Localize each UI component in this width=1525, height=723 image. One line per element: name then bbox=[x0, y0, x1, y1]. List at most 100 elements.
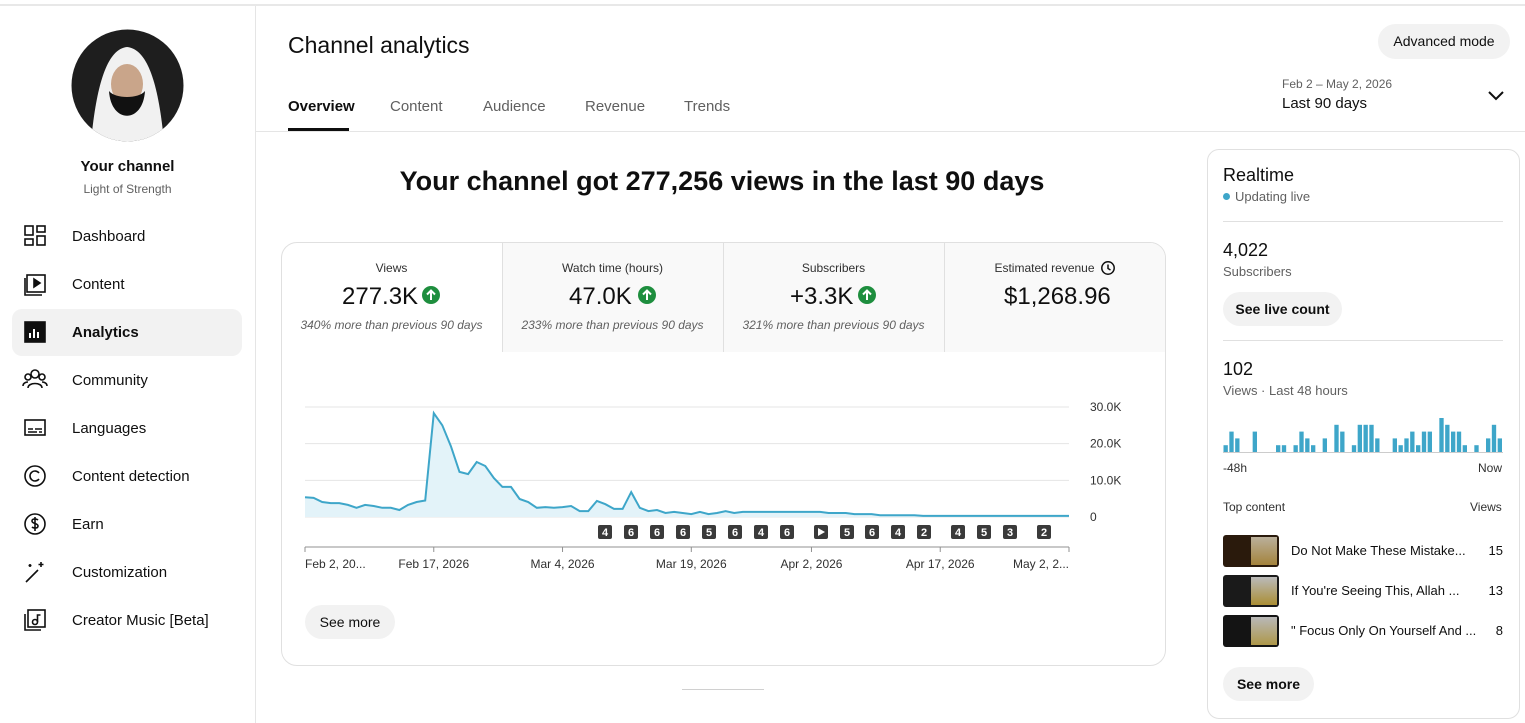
top-border bbox=[0, 4, 1525, 6]
top-title[interactable]: " Focus Only On Yourself And ... bbox=[1291, 623, 1477, 638]
top-views-label: Views bbox=[1470, 500, 1502, 514]
video-marker bbox=[624, 525, 638, 539]
metric-label: Views bbox=[375, 261, 408, 275]
start-label: -48h bbox=[1223, 461, 1248, 475]
see-more-button[interactable]: See more bbox=[305, 605, 395, 639]
video-marker bbox=[598, 525, 612, 539]
video-marker-label: 5 bbox=[844, 527, 850, 539]
realtime-title: Realtime bbox=[1223, 165, 1295, 185]
up-arrow-icon bbox=[422, 286, 440, 304]
nav-item[interactable]: Customization bbox=[72, 564, 168, 581]
x-tick-label: Feb 2, 20... bbox=[305, 557, 366, 571]
metric-value: 277.3K bbox=[342, 283, 419, 310]
video-marker-label: 6 bbox=[732, 527, 738, 539]
bar bbox=[1276, 445, 1281, 452]
thumbnail[interactable] bbox=[1223, 615, 1279, 647]
bar bbox=[1252, 431, 1257, 452]
subscriber-label: Subscribers bbox=[1223, 264, 1292, 279]
bar bbox=[1229, 431, 1234, 452]
divider bbox=[1223, 221, 1503, 222]
tab[interactable]: Audience bbox=[483, 98, 546, 115]
bar bbox=[1363, 424, 1368, 452]
subscriber-count: 4,022 bbox=[1223, 240, 1269, 260]
video-marker bbox=[951, 525, 965, 539]
x-tick-label: Feb 17, 2026 bbox=[398, 557, 469, 571]
page-indicator bbox=[682, 689, 764, 690]
tab[interactable]: Trends bbox=[684, 98, 731, 115]
header-border bbox=[256, 131, 1525, 132]
x-tick-label: Apr 17, 2026 bbox=[906, 557, 975, 571]
divider bbox=[502, 243, 503, 352]
dropdown-chevron[interactable] bbox=[1486, 88, 1506, 104]
top-title[interactable]: Do Not Make These Mistake... bbox=[1291, 543, 1466, 558]
nav-item[interactable]: Dashboard bbox=[72, 228, 146, 245]
realtime-see-more[interactable]: See more bbox=[1223, 667, 1314, 701]
bar bbox=[1305, 438, 1310, 452]
bar bbox=[1462, 445, 1467, 452]
metric-value: +3.3K bbox=[790, 283, 854, 310]
avatar[interactable] bbox=[71, 29, 184, 142]
metric-label: Watch time (hours) bbox=[562, 261, 663, 275]
video-marker bbox=[650, 525, 664, 539]
nav-item[interactable]: Creator Music [Beta] bbox=[72, 612, 209, 629]
bar bbox=[1369, 424, 1374, 452]
x-tick-label: Mar 19, 2026 bbox=[656, 557, 727, 571]
top-views: 8 bbox=[1495, 623, 1503, 638]
nav-item[interactable]: Content detection bbox=[72, 468, 190, 485]
metric-value: $1,268.96 bbox=[1004, 283, 1111, 310]
page-title: Channel analytics bbox=[288, 32, 470, 58]
video-marker bbox=[702, 525, 716, 539]
nav-item[interactable]: Earn bbox=[72, 516, 104, 533]
nav-item[interactable]: Languages bbox=[72, 420, 147, 437]
bar bbox=[1375, 438, 1380, 452]
realtime-chart bbox=[1223, 418, 1502, 452]
thumbnail[interactable] bbox=[1223, 535, 1279, 567]
y-tick-label: 20.0K bbox=[1090, 437, 1121, 451]
bar bbox=[1427, 431, 1432, 452]
up-arrow-icon bbox=[858, 286, 876, 304]
metric-value: 47.0K bbox=[569, 283, 632, 310]
period[interactable]: Last 90 days bbox=[1282, 95, 1368, 112]
nav-item[interactable]: Content bbox=[72, 276, 125, 293]
video-marker-label: 6 bbox=[680, 527, 686, 539]
date-range[interactable]: Feb 2 – May 2, 2026 bbox=[1282, 77, 1393, 91]
thumbnail[interactable] bbox=[1223, 575, 1279, 607]
bar bbox=[1293, 445, 1298, 452]
bar bbox=[1416, 445, 1421, 452]
metric-label: Subscribers bbox=[801, 261, 866, 275]
top-content-label: Top content bbox=[1223, 500, 1286, 514]
bar bbox=[1322, 438, 1327, 452]
nav-highlight bbox=[12, 309, 242, 356]
y-tick-label: 0 bbox=[1090, 510, 1097, 524]
tab[interactable]: Content bbox=[390, 98, 443, 115]
tab[interactable]: Revenue bbox=[585, 98, 646, 115]
tab-underline bbox=[288, 128, 349, 131]
bar-baseline bbox=[1223, 452, 1503, 453]
bar bbox=[1357, 424, 1362, 452]
end-label: Now bbox=[1478, 461, 1503, 475]
nav-item[interactable]: Community bbox=[72, 372, 148, 389]
video-marker-label: 2 bbox=[1041, 527, 1047, 539]
top-title[interactable]: If You're Seeing This, Allah ... bbox=[1291, 583, 1460, 598]
metric-tiles-bg bbox=[502, 243, 1165, 352]
bar bbox=[1474, 445, 1479, 452]
bar bbox=[1223, 445, 1228, 452]
advanced-mode-button[interactable]: Advanced mode bbox=[1378, 24, 1510, 59]
bar bbox=[1491, 424, 1497, 452]
live-count-button[interactable]: See live count bbox=[1223, 292, 1342, 326]
divider bbox=[723, 243, 724, 352]
bar bbox=[1456, 431, 1462, 452]
overview-card bbox=[281, 242, 1166, 666]
video-marker-label: 4 bbox=[895, 527, 902, 539]
video-marker-label: 4 bbox=[602, 527, 609, 539]
nav-item[interactable]: Analytics bbox=[72, 324, 139, 341]
bar bbox=[1299, 431, 1304, 452]
line bbox=[304, 410, 1069, 517]
bar bbox=[1398, 445, 1403, 452]
clock-icon[interactable] bbox=[1100, 260, 1116, 276]
video-marker bbox=[1003, 525, 1017, 539]
bar bbox=[1410, 431, 1415, 452]
tab[interactable]: Overview bbox=[288, 98, 355, 115]
metric-note: 321% more than previous 90 days bbox=[742, 318, 925, 332]
